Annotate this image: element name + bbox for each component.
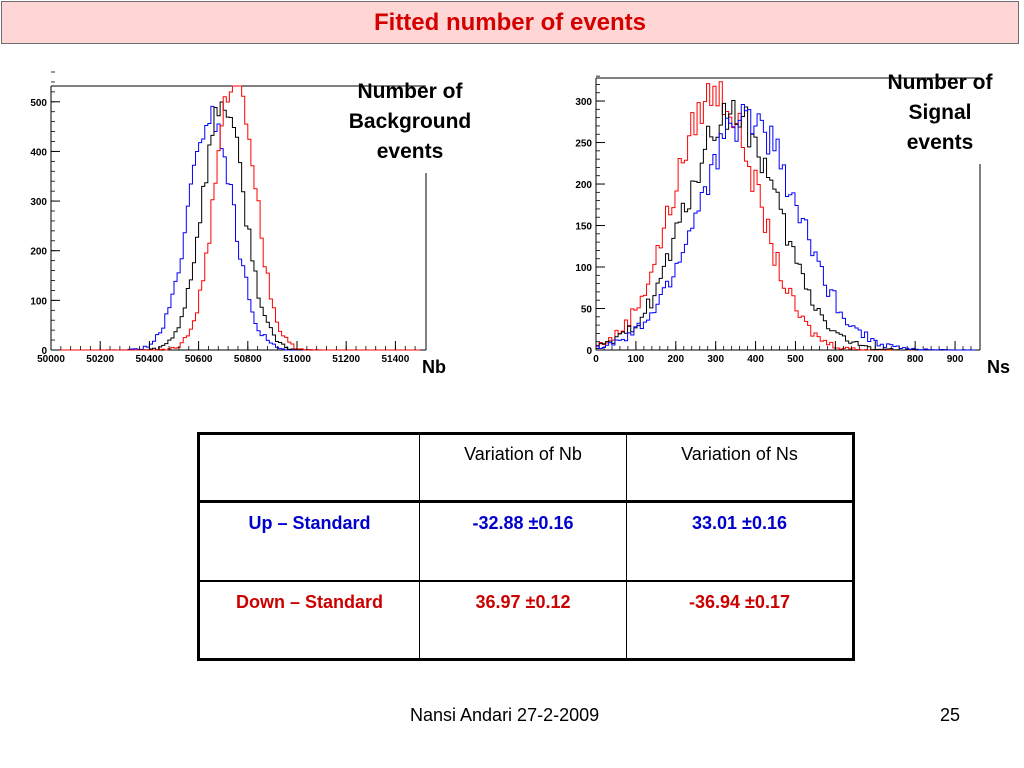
ns-axis-unit: Ns [987, 357, 1011, 377]
background-label-line-2: Background [348, 110, 472, 133]
y-tick-label: 200 [575, 180, 592, 191]
background-chart-label: Number of Background events [320, 77, 500, 167]
signal-events-histogram: 0 50 100 150 200 250 300 0 100 200 300 400 500 600 700… [575, 75, 981, 365]
x-tick-label: 100 [628, 354, 645, 365]
table-header-row: Variation of Nb Variation of Ns [198, 433, 854, 503]
nb-axis-unit: Nb [422, 357, 446, 377]
y-tick-label: 300 [575, 97, 592, 108]
y-tick-label: 0 [41, 346, 47, 357]
x-tick-label: 700 [867, 354, 884, 365]
x-tick-label: 400 [747, 354, 764, 365]
y-tick-label: 200 [30, 247, 47, 258]
signal-label-line-2: Signal [908, 101, 972, 124]
y-tick-label: 50 [581, 305, 593, 316]
x-tick-label: 51400 [381, 354, 409, 365]
table-header-nb: Variation of Nb [419, 433, 627, 503]
x-tick-label: 900 [947, 354, 964, 365]
row-down-nb: 36.97 ±0.12 [419, 580, 627, 660]
x-tick-label: 50800 [234, 354, 262, 365]
histogram-series-line [51, 85, 420, 351]
background-label-line-1: Number of [357, 80, 463, 103]
y-tick-label: 150 [575, 222, 592, 233]
x-tick-label: 500 [787, 354, 804, 365]
footer-author-date: Nansi Andari 27-2-2009 [410, 705, 600, 725]
signal-chart-label: Number of Signal events [870, 68, 1010, 158]
x-tick-label: 0 [593, 354, 599, 365]
x-tick-label: 50200 [86, 354, 114, 365]
background-events-histogram: 0 100 200 300 400 500 50000 50200 50400 50600 5080… [30, 71, 427, 365]
x-tick-label: 51000 [283, 354, 311, 365]
x-tick-label: 50400 [135, 354, 163, 365]
y-tick-label: 400 [30, 147, 47, 158]
y-tick-label: 250 [575, 139, 592, 150]
y-tick-label: 100 [30, 296, 47, 307]
x-tick-label: 800 [907, 354, 924, 365]
table-header-ns: Variation of Ns [626, 433, 854, 503]
background-label-line-3: events [376, 140, 444, 163]
row-down-label: Down – Standard [198, 580, 420, 660]
slide-title-bar: Fitted number of events [1, 1, 1019, 44]
row-down-ns: -36.94 ±0.17 [626, 580, 854, 660]
x-tick-label: 51200 [332, 354, 360, 365]
y-tick-label: 0 [586, 346, 592, 357]
x-tick-label: 50000 [37, 354, 65, 365]
slide-title: Fitted number of events [373, 8, 647, 36]
results-table: Variation of Nb Variation of Ns Up – Sta… [197, 432, 855, 661]
slide-page-number: 25 [940, 705, 961, 725]
signal-label-line-1: Number of [887, 71, 993, 94]
signal-label-line-3: events [906, 131, 974, 154]
row-up-label: Up – Standard [198, 501, 420, 582]
y-tick-label: 300 [30, 197, 47, 208]
row-up-nb: -32.88 ±0.16 [419, 501, 627, 582]
table-row-up: Up – Standard -32.88 ±0.16 33.01 ±0.16 [198, 501, 854, 582]
table-header-empty [198, 433, 420, 503]
row-up-ns: 33.01 ±0.16 [626, 501, 854, 582]
x-tick-label: 600 [827, 354, 844, 365]
x-tick-label: 300 [707, 354, 724, 365]
x-tick-label: 200 [667, 354, 684, 365]
y-tick-label: 100 [575, 263, 592, 274]
x-tick-label: 50600 [185, 354, 213, 365]
y-tick-label: 500 [30, 98, 47, 109]
table-row-down: Down – Standard 36.97 ±0.12 -36.94 ±0.17 [198, 580, 854, 660]
